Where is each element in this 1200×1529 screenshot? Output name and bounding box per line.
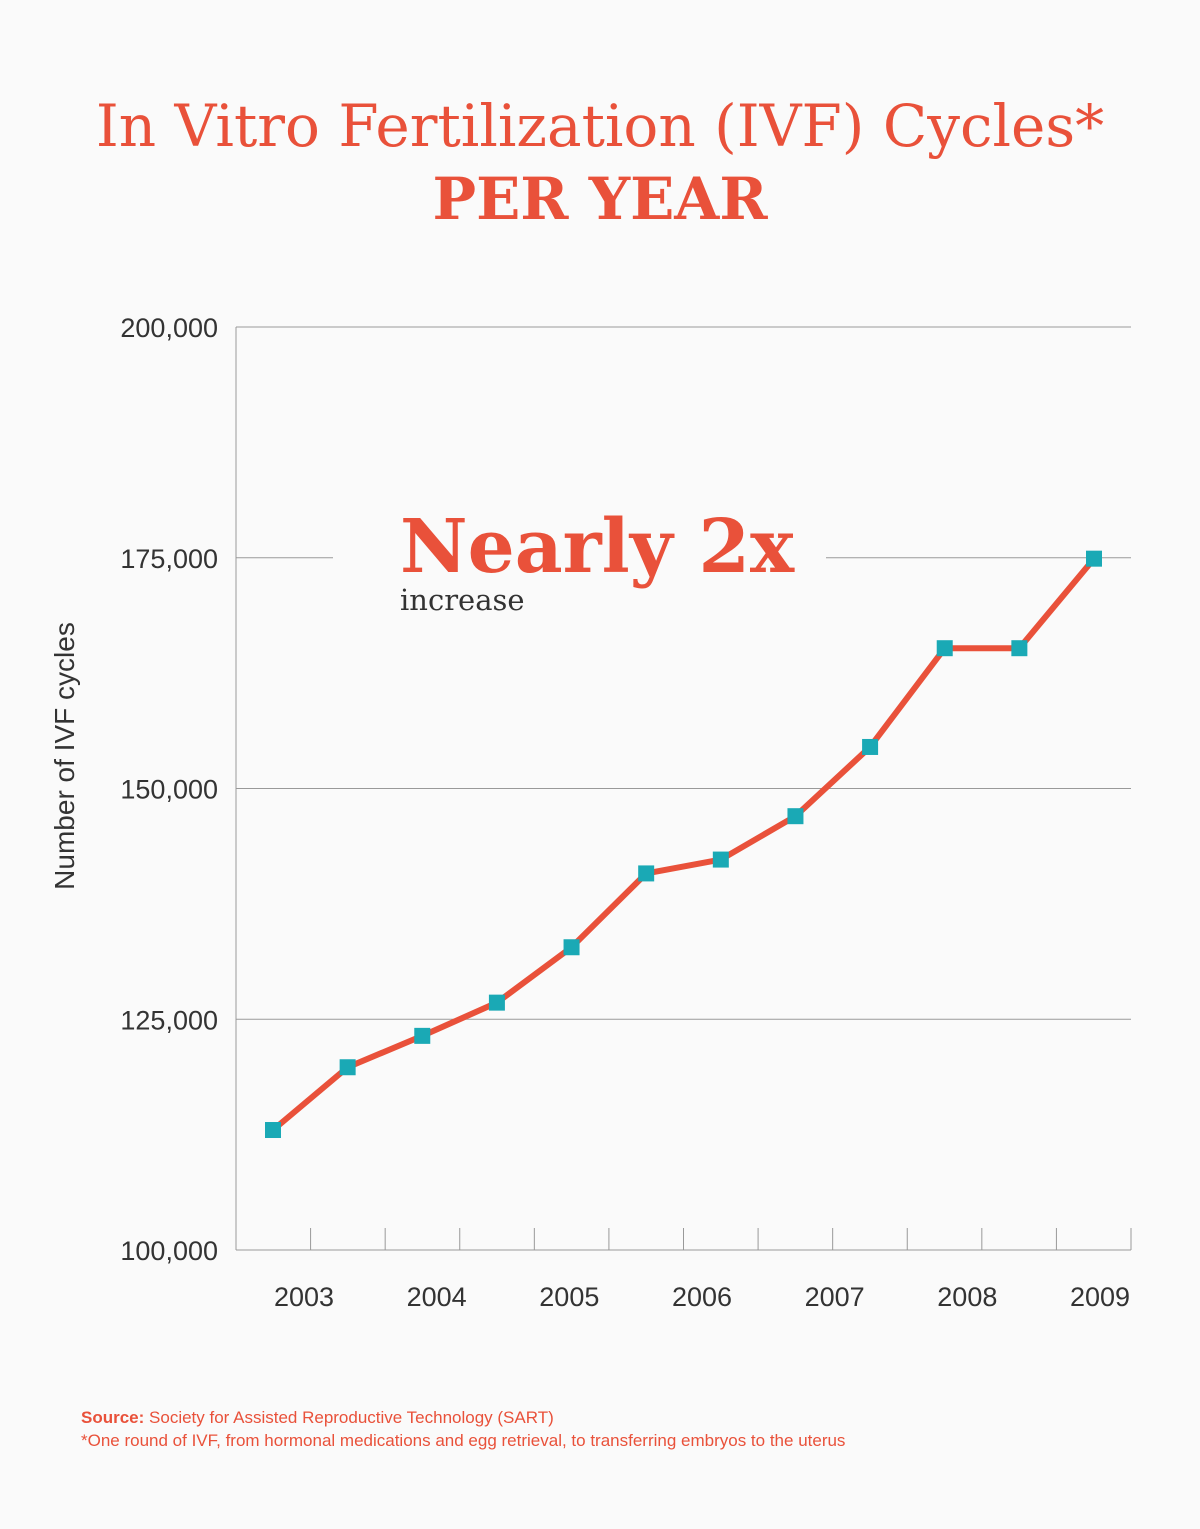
- series-markers: [265, 550, 1102, 1139]
- x-tick-label: 2004: [407, 1282, 467, 1312]
- annotation-increase: increase: [400, 583, 525, 617]
- source-label: Source:: [81, 1408, 145, 1427]
- data-point-marker: [712, 851, 729, 868]
- source-line: Source: Society for Assisted Reproductiv…: [81, 1406, 845, 1429]
- chart-subtitle: PER YEAR: [432, 165, 768, 233]
- data-point-marker: [862, 738, 879, 755]
- y-tick-label: 100,000: [120, 1236, 218, 1266]
- chart-title: In Vitro Fertilization (IVF) Cycles*: [95, 92, 1105, 160]
- data-point-marker: [488, 994, 505, 1011]
- footnote-asterisk: *One round of IVF, from hormonal medicat…: [81, 1431, 846, 1450]
- x-tick-label: 2009: [1070, 1282, 1130, 1312]
- footnotes: Source: Society for Assisted Reproductiv…: [81, 1406, 845, 1452]
- data-point-marker: [638, 865, 655, 882]
- y-tick-label: 200,000: [120, 313, 218, 343]
- x-tick-label: 2003: [274, 1282, 334, 1312]
- data-point-marker: [1086, 550, 1102, 567]
- data-point-marker: [339, 1059, 356, 1076]
- data-point-marker: [265, 1122, 281, 1139]
- annotation-nearly-2x: Nearly 2x: [400, 504, 795, 590]
- data-point-marker: [1011, 640, 1028, 657]
- y-tick-label: 150,000: [120, 775, 218, 805]
- series-line: [271, 556, 1097, 1133]
- data-point-marker: [414, 1027, 431, 1044]
- y-tick-label: 175,000: [120, 544, 218, 574]
- y-tick-label: 125,000: [120, 1005, 218, 1035]
- source-text: Society for Assisted Reproductive Techno…: [144, 1408, 554, 1427]
- x-tick-label: 2008: [937, 1282, 997, 1312]
- x-tick-label: 2007: [805, 1282, 865, 1312]
- data-point-marker: [936, 640, 953, 657]
- data-point-marker: [563, 939, 580, 956]
- data-point-marker: [787, 808, 804, 825]
- x-tick-labels: 2003 2004 2005 2006 2007 2008 2009: [274, 1282, 1130, 1312]
- y-tick-labels: 100,000 125,000 150,000 175,000 200,000: [120, 313, 218, 1266]
- x-tick-label: 2005: [539, 1282, 599, 1312]
- line-chart: 100,000 125,000 150,000 175,000 200,000 2003…: [49, 313, 1132, 1312]
- grid-lines: [235, 326, 1132, 1251]
- y-axis-label: Number of IVF cycles: [49, 622, 80, 890]
- x-tick-label: 2006: [672, 1282, 732, 1312]
